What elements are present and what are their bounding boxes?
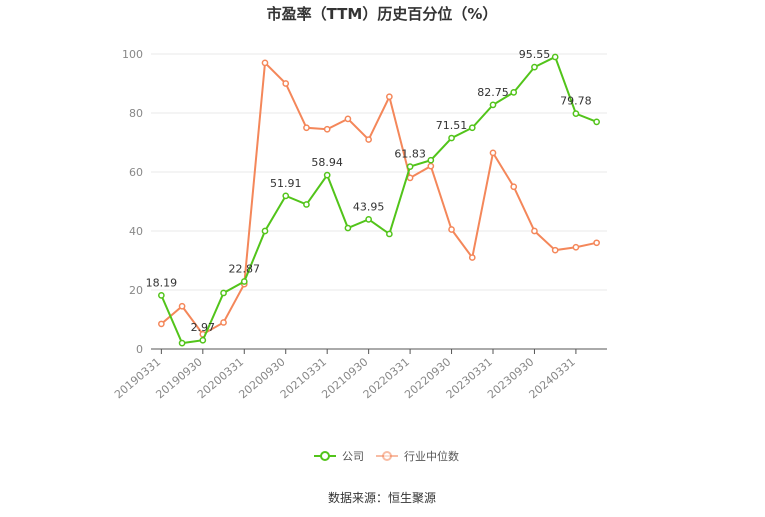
data-point [178, 302, 186, 310]
legend[interactable]: 公司 行业中位数 [314, 449, 459, 463]
data-label: 95.55 [519, 48, 551, 61]
data-label: 43.95 [353, 200, 385, 213]
data-point [386, 230, 393, 238]
data-point [158, 320, 165, 328]
data-point [468, 124, 476, 132]
chart-title: 市盈率（TTM）历史百分位（%） [267, 5, 498, 23]
data-label: 71.51 [436, 119, 468, 132]
data-point [448, 134, 455, 142]
data-point [261, 59, 269, 67]
data-point [323, 125, 331, 133]
data-point [510, 183, 518, 191]
legend-marker-icon [320, 451, 330, 461]
legend-item-company[interactable]: 公司 [314, 450, 364, 463]
data-label: 51.91 [270, 177, 302, 190]
y-tick-label: 60 [129, 166, 143, 179]
series-line-company [160, 55, 598, 345]
data-point [344, 224, 352, 232]
data-point [572, 243, 580, 251]
data-point [510, 89, 518, 96]
y-axis-ticks: 0 20 40 60 80 100 [122, 48, 143, 356]
data-label: 61.83 [394, 148, 426, 161]
data-point [448, 226, 455, 233]
y-tick-label: 100 [122, 48, 143, 61]
data-point [199, 336, 207, 344]
data-point [261, 227, 269, 235]
data-point [344, 115, 352, 123]
data-point [593, 118, 600, 126]
data-label: 82.75 [477, 86, 509, 99]
y-tick-label: 80 [129, 107, 143, 120]
data-label: 18.19 [146, 276, 178, 289]
series-group [158, 53, 600, 347]
y-tick-label: 0 [136, 343, 143, 356]
data-label: 79.78 [560, 95, 592, 108]
data-point [531, 63, 538, 71]
data-point [406, 163, 414, 170]
legend-label: 行业中位数 [404, 449, 459, 463]
data-point [531, 227, 538, 235]
data-point [220, 289, 227, 297]
data-point [551, 246, 559, 254]
data-label: 2.97 [191, 321, 216, 334]
series-line-industry-median [160, 60, 597, 336]
data-point [406, 174, 414, 182]
data-point [220, 319, 227, 326]
legend-item-industry-median[interactable]: 行业中位数 [376, 449, 459, 463]
data-point [303, 124, 310, 132]
data-point [365, 136, 372, 143]
data-point [489, 149, 497, 157]
data-point [551, 53, 559, 61]
data-point [365, 215, 372, 223]
y-tick-label: 20 [129, 284, 143, 297]
data-label: 58.94 [311, 156, 343, 169]
data-point [303, 201, 310, 208]
data-point [468, 254, 476, 261]
data-point [240, 278, 248, 285]
data-labels: 18.19 2.97 22.87 51.91 58.94 43.95 61.83 71.51 8… [146, 48, 592, 334]
data-point [178, 339, 186, 347]
source-note: 数据来源：恒生聚源 [328, 490, 436, 505]
x-axis: 2019033120190930202003312020093020210331… [112, 348, 607, 401]
data-label: 22.87 [229, 263, 261, 276]
data-point [158, 291, 165, 299]
data-point [282, 80, 290, 87]
data-point [593, 239, 600, 247]
legend-label: 公司 [342, 450, 364, 463]
data-point [427, 162, 435, 170]
data-point [572, 110, 580, 117]
grid-lines [151, 53, 607, 291]
data-point [489, 101, 497, 109]
x-tick-label: 20240331 [527, 355, 578, 401]
data-point [427, 156, 435, 164]
legend-marker-icon [382, 451, 392, 461]
y-tick-label: 40 [129, 225, 143, 238]
data-point [282, 192, 290, 200]
data-point [386, 93, 393, 101]
data-point [323, 171, 331, 179]
